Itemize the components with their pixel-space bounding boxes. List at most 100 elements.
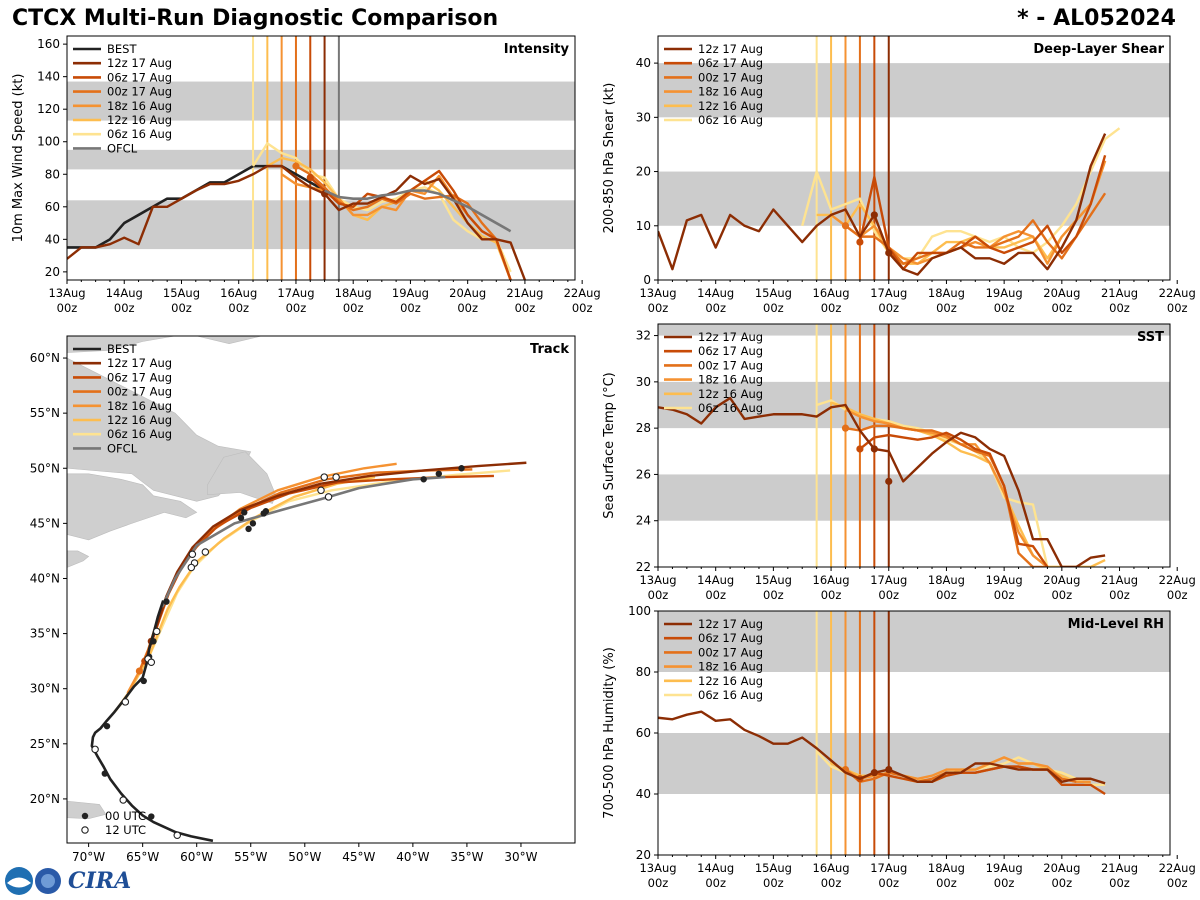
rh-point-12z-17-aug-1 bbox=[885, 766, 893, 774]
marker-00utc-10 bbox=[249, 520, 257, 527]
shear-ylabel: 200-850 hPa Shear (kt) bbox=[602, 83, 617, 234]
rh-ytick-label-1: 40 bbox=[636, 787, 651, 801]
rh-xtick-label-3: 16Aug 00z bbox=[813, 861, 850, 890]
intensity-legend-label-06z-16-aug: 06z 16 Aug bbox=[107, 127, 172, 141]
land-shape-0 bbox=[67, 357, 252, 502]
sst-xtick-label-6: 19Aug 00z bbox=[986, 573, 1023, 602]
intensity-xtick-label-9: 22Aug 00z bbox=[564, 286, 601, 315]
intensity-legend-label-ofcl: OFCL bbox=[107, 141, 138, 155]
sst-series-12z-17-aug bbox=[658, 396, 1106, 567]
marker-12utc-9 bbox=[187, 563, 196, 572]
marker-12utc-0 bbox=[173, 831, 181, 840]
track-legend-label-ofcl: OFCL bbox=[107, 441, 138, 455]
land-shape-1 bbox=[67, 473, 198, 541]
intensity-ytick-label-6: 140 bbox=[37, 70, 60, 84]
marker-00utc-14 bbox=[435, 470, 443, 477]
intensity-series-12z-17-aug bbox=[67, 164, 527, 280]
marker-12utc-12 bbox=[320, 473, 328, 481]
shear-band-1 bbox=[658, 63, 1170, 118]
intensity-xtick-label-5: 18Aug 00z bbox=[335, 286, 372, 315]
shear-xtick-label-8: 21Aug 00z bbox=[1101, 286, 1138, 315]
marker-00utc-1 bbox=[101, 770, 109, 777]
marker-12utc-2 bbox=[91, 745, 99, 754]
rh-plot-area bbox=[658, 611, 1170, 855]
rh-title: Mid-Level RH bbox=[1068, 617, 1164, 632]
rh-ytick-label-4: 100 bbox=[628, 604, 651, 618]
shear-xtick-label-7: 20Aug 00z bbox=[1043, 286, 1080, 315]
rh-ylabel: 700-500 hPa Humidity (%) bbox=[602, 647, 617, 819]
rh-series-06z-17-aug bbox=[859, 765, 1106, 796]
intensity-ytick-label-1: 40 bbox=[45, 232, 60, 246]
track-legend-label-12z-17-aug: 12z 17 Aug bbox=[107, 356, 172, 370]
shear-xtick-label-3: 16Aug 00z bbox=[813, 286, 850, 315]
track-ytick-label-2: 30°N bbox=[30, 682, 60, 696]
marker-00utc-6 bbox=[163, 598, 170, 605]
track-point-00z-17-aug-0 bbox=[135, 667, 144, 675]
sst-band-1 bbox=[658, 381, 1170, 429]
rh-xtick-label-7: 20Aug 00z bbox=[1043, 861, 1080, 890]
track-series-ofcl bbox=[160, 475, 446, 608]
rh-xtick-label-1: 14Aug 00z bbox=[697, 861, 734, 890]
shear-series-06z-16-aug bbox=[801, 127, 1121, 260]
track-xtick-label-2: 60°W bbox=[180, 850, 213, 864]
sst-ytick-label-3: 28 bbox=[636, 421, 651, 435]
track-frame bbox=[66, 335, 576, 844]
rh-xtick-label-8: 21Aug 00z bbox=[1101, 861, 1138, 890]
sst-band-2 bbox=[658, 324, 1170, 336]
shear-legend-label-12z-17-aug: 12z 17 Aug bbox=[698, 42, 763, 56]
sst-plot-area bbox=[658, 324, 1170, 567]
shear-xtick-label-9: 22Aug 00z bbox=[1159, 286, 1196, 315]
marker-00utc-9 bbox=[245, 525, 252, 533]
intensity-xtick-label-0: 13Aug 00z bbox=[48, 286, 85, 315]
sst-legend-label-12z-16-aug: 12z 16 Aug bbox=[698, 387, 763, 401]
sst-legend-label-18z-16-aug: 18z 16 Aug bbox=[698, 373, 763, 387]
shear-ytick-label-3: 30 bbox=[636, 110, 651, 124]
marker-legend-label-1: 12 UTC bbox=[105, 823, 146, 837]
intensity-xtick-label-6: 19Aug 00z bbox=[392, 286, 429, 315]
intensity-band-1 bbox=[67, 149, 575, 170]
track-ytick-label-7: 55°N bbox=[30, 406, 60, 420]
intensity-xtick-label-7: 20Aug 00z bbox=[449, 286, 486, 315]
intensity-point-06z-17-aug-0 bbox=[306, 173, 314, 182]
land-shape-6 bbox=[196, 336, 262, 345]
track-title: Track bbox=[530, 342, 569, 357]
sst-point-12z-17-aug-0 bbox=[870, 445, 878, 453]
intensity-legend-label-best: BEST bbox=[107, 42, 137, 56]
page-title: CTCX Multi-Run Diagnostic Comparison bbox=[12, 6, 499, 31]
marker-legend-12utc-icon bbox=[81, 826, 89, 834]
track-xtick-label-4: 50°W bbox=[288, 850, 321, 864]
track-legend-label-06z-16-aug: 06z 16 Aug bbox=[107, 427, 172, 441]
marker-12utc-10 bbox=[201, 548, 210, 556]
marker-12utc-7 bbox=[188, 550, 197, 558]
marker-00utc-7 bbox=[237, 514, 245, 522]
sst-series-00z-17-aug bbox=[845, 424, 1048, 567]
intensity-panel: 20 40 60 80 100 120 140 160 13Aug 00z 14Aug 00z 15Au… bbox=[11, 35, 601, 315]
marker-00utc-12 bbox=[262, 508, 270, 515]
rh-ytick-label-2: 60 bbox=[636, 726, 651, 740]
marker-12utc-6 bbox=[152, 627, 161, 636]
track-series-06z-17-aug bbox=[143, 474, 494, 662]
sst-xtick-label-1: 14Aug 00z bbox=[697, 573, 734, 602]
intensity-title: Intensity bbox=[504, 42, 570, 57]
track-legend-label-12z-16-aug: 12z 16 Aug bbox=[107, 413, 172, 427]
rh-legend-label-12z-17-aug: 12z 17 Aug bbox=[698, 617, 763, 631]
marker-legend-00utc-icon bbox=[81, 812, 89, 820]
track-legend-label-18z-16-aug: 18z 16 Aug bbox=[107, 399, 172, 413]
sst-xtick-label-9: 22Aug 00z bbox=[1159, 573, 1196, 602]
rh-xtick-label-0: 13Aug 00z bbox=[639, 861, 676, 890]
sst-ytick-label-4: 30 bbox=[636, 375, 651, 389]
sst-title: SST bbox=[1137, 330, 1164, 345]
intensity-xtick-label-4: 17Aug 00z bbox=[277, 286, 314, 315]
track-xtick-label-7: 35°W bbox=[450, 850, 483, 864]
track-ytick-label-3: 35°N bbox=[30, 627, 60, 641]
sst-point-06z-17-aug-0 bbox=[856, 445, 864, 453]
track-legend-label-06z-17-aug: 06z 17 Aug bbox=[107, 370, 172, 384]
sst-xtick-label-5: 18Aug 00z bbox=[928, 573, 965, 602]
shear-xtick-label-4: 17Aug 00z bbox=[870, 286, 907, 315]
sst-ylabel: Sea Surface Temp (°C) bbox=[602, 372, 617, 519]
rh-legend-label-06z-17-aug: 06z 17 Aug bbox=[698, 631, 763, 645]
track-ytick-label-5: 45°N bbox=[30, 516, 60, 530]
